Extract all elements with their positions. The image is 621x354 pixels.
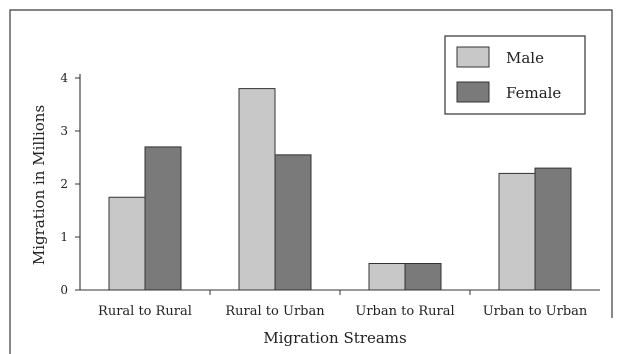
bar-male-urban-to-urban — [498, 172, 536, 291]
y-tick-label-3: 3 — [60, 124, 68, 138]
x-tick-label-rural-to-rural: Rural to Rural — [98, 304, 192, 319]
plot-area: 0 1 2 3 4 Rural to Rural Rural to Urban Urban t… — [60, 71, 600, 319]
chart-frame — [9, 9, 613, 354]
bar-female-urban-to-urban — [534, 167, 572, 291]
bar-female-rural-to-urban — [274, 154, 312, 291]
x-tick-label-urban-to-rural: Urban to Rural — [355, 304, 454, 319]
y-tick-label-2: 2 — [60, 177, 68, 191]
bar-male-rural-to-urban — [238, 88, 276, 291]
y-tick-label-0: 0 — [60, 283, 68, 297]
legend-swatch-female — [456, 81, 490, 103]
legend-label-female: Female — [506, 84, 561, 102]
x-tick-label-urban-to-urban: Urban to Urban — [483, 304, 588, 319]
y-tick-label-1: 1 — [60, 230, 68, 244]
bar-male-urban-to-rural — [368, 263, 406, 291]
y-tick-label-4: 4 — [60, 71, 68, 85]
bar-female-urban-to-rural — [404, 263, 442, 291]
x-axis-title: Migration Streams — [263, 329, 406, 347]
bar-male-rural-to-rural — [108, 196, 146, 291]
x-tick-label-rural-to-urban: Rural to Urban — [225, 304, 325, 319]
bar-female-rural-to-rural — [144, 146, 182, 291]
y-axis-title: Migration in Millions — [30, 105, 48, 265]
legend-swatch-male — [456, 46, 490, 68]
legend: Male Female — [444, 35, 586, 115]
legend-label-male: Male — [506, 49, 544, 67]
